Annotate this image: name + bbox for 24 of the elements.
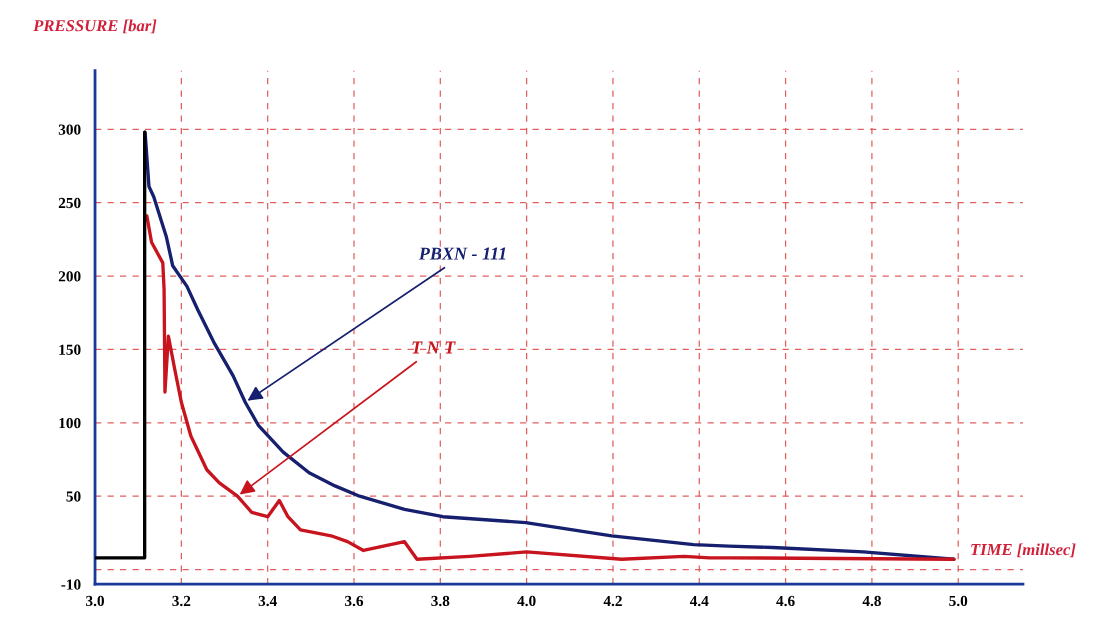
- line-series: [145, 214, 956, 561]
- text: T N T: [412, 341, 456, 354]
- x-tick-label: 5.0: [949, 595, 968, 607]
- x-tick-label: 3.0: [86, 595, 104, 607]
- x-tick-label: 3.2: [172, 595, 191, 607]
- x-tick-label: 4.2: [603, 595, 622, 607]
- line-series: [143, 130, 956, 561]
- y-tick-label: 100: [59, 417, 81, 429]
- x-tick-label: 4.8: [862, 595, 881, 607]
- x-tick-label: 3.6: [345, 595, 364, 607]
- x-tick-label: 4.4: [689, 595, 709, 607]
- y-tick-label: 300: [58, 124, 81, 135]
- y-axis-title: PRESSURE [bar]: [33, 19, 157, 34]
- y-tick-label: 200: [58, 271, 81, 282]
- y-tick-label: -10: [61, 579, 81, 590]
- y-tick-label: 250: [58, 197, 81, 209]
- x-axis-title: TIME [millsec]: [971, 543, 1076, 558]
- text: PBXN - 111: [418, 247, 506, 260]
- x-tick-label: 3.8: [431, 595, 450, 607]
- x-tick-label: 4.6: [776, 595, 795, 607]
- x-tick-label: 3.4: [258, 595, 277, 607]
- y-tick-label: 50: [66, 491, 81, 502]
- y-tick-label: 150: [59, 344, 81, 355]
- x-tick-label: 4.0: [517, 595, 536, 607]
